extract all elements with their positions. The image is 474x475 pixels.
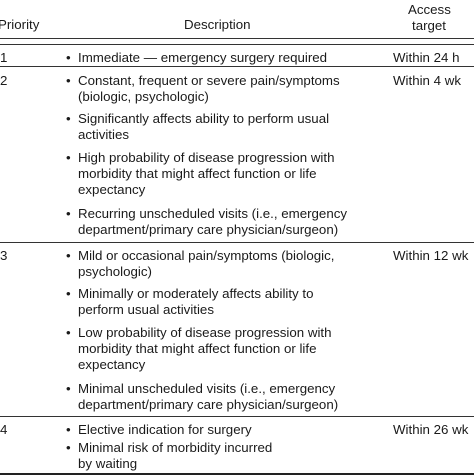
bullet-icon: •	[66, 381, 71, 396]
bullet-icon: •	[66, 286, 71, 301]
bullet-icon: •	[66, 248, 71, 263]
priority-cell: 4	[0, 422, 8, 437]
description-line: Constant, frequent or severe pain/sympto…	[78, 73, 340, 88]
row-rule	[0, 242, 474, 243]
header-description: Description	[184, 17, 251, 32]
bullet-icon: •	[66, 440, 71, 455]
priority-cell: 2	[0, 73, 8, 88]
bullet-icon: •	[66, 73, 71, 88]
access-target-cell: Within 12 wk	[393, 248, 469, 263]
header-priority: Priority	[0, 17, 40, 32]
header-access-line1: Access	[408, 2, 451, 17]
description-line: (biologic, psychologic)	[78, 89, 209, 104]
description-line: Minimal risk of morbidity incurred	[78, 440, 273, 455]
access-target-cell: Within 26 wk	[393, 422, 469, 437]
description-line: Significantly affects ability to perform…	[78, 111, 330, 126]
header-access-line2: target	[412, 18, 447, 33]
access-target-cell: Within 4 wk	[393, 73, 461, 88]
row-rule	[0, 44, 474, 45]
description-line: Recurring unscheduled visits (i.e., emer…	[78, 206, 348, 221]
description-line: perform usual activities	[78, 302, 214, 317]
description-line: expectancy	[78, 182, 146, 197]
priority-cell: 3	[0, 248, 8, 263]
description-line: High probability of disease progression …	[78, 150, 335, 165]
bullet-icon: •	[66, 50, 71, 65]
description-line: by waiting	[78, 456, 138, 471]
description-line: Elective indication for surgery	[78, 422, 252, 437]
description-line: Minimally or moderately affects ability …	[78, 286, 314, 301]
row-rule	[0, 416, 474, 417]
bullet-icon: •	[66, 111, 71, 126]
description-line: expectancy	[78, 357, 146, 372]
bullet-icon: •	[66, 422, 71, 437]
description-line: activities	[78, 127, 129, 142]
description-line: Minimal unscheduled visits (i.e., emerge…	[78, 381, 336, 396]
description-line: Immediate — emergency surgery required	[78, 50, 328, 65]
bullet-icon: •	[66, 150, 71, 165]
row-rule	[0, 66, 474, 67]
priority-cell: 1	[0, 50, 8, 65]
description-line: Low probability of disease progression w…	[78, 325, 332, 340]
description-line: department/primary care physician/surgeo…	[78, 222, 339, 237]
bullet-icon: •	[66, 206, 71, 221]
description-line: department/primary care physician/surgeo…	[78, 397, 339, 412]
access-target-cell: Within 24 h	[393, 50, 460, 65]
description-line: morbidity that might affect function or …	[78, 166, 317, 181]
description-line: Mild or occasional pain/symptoms (biolog…	[78, 248, 335, 263]
description-line: morbidity that might affect function or …	[78, 341, 317, 356]
bullet-icon: •	[66, 325, 71, 340]
description-line: psychologic)	[78, 264, 152, 279]
header-rule	[0, 38, 474, 39]
